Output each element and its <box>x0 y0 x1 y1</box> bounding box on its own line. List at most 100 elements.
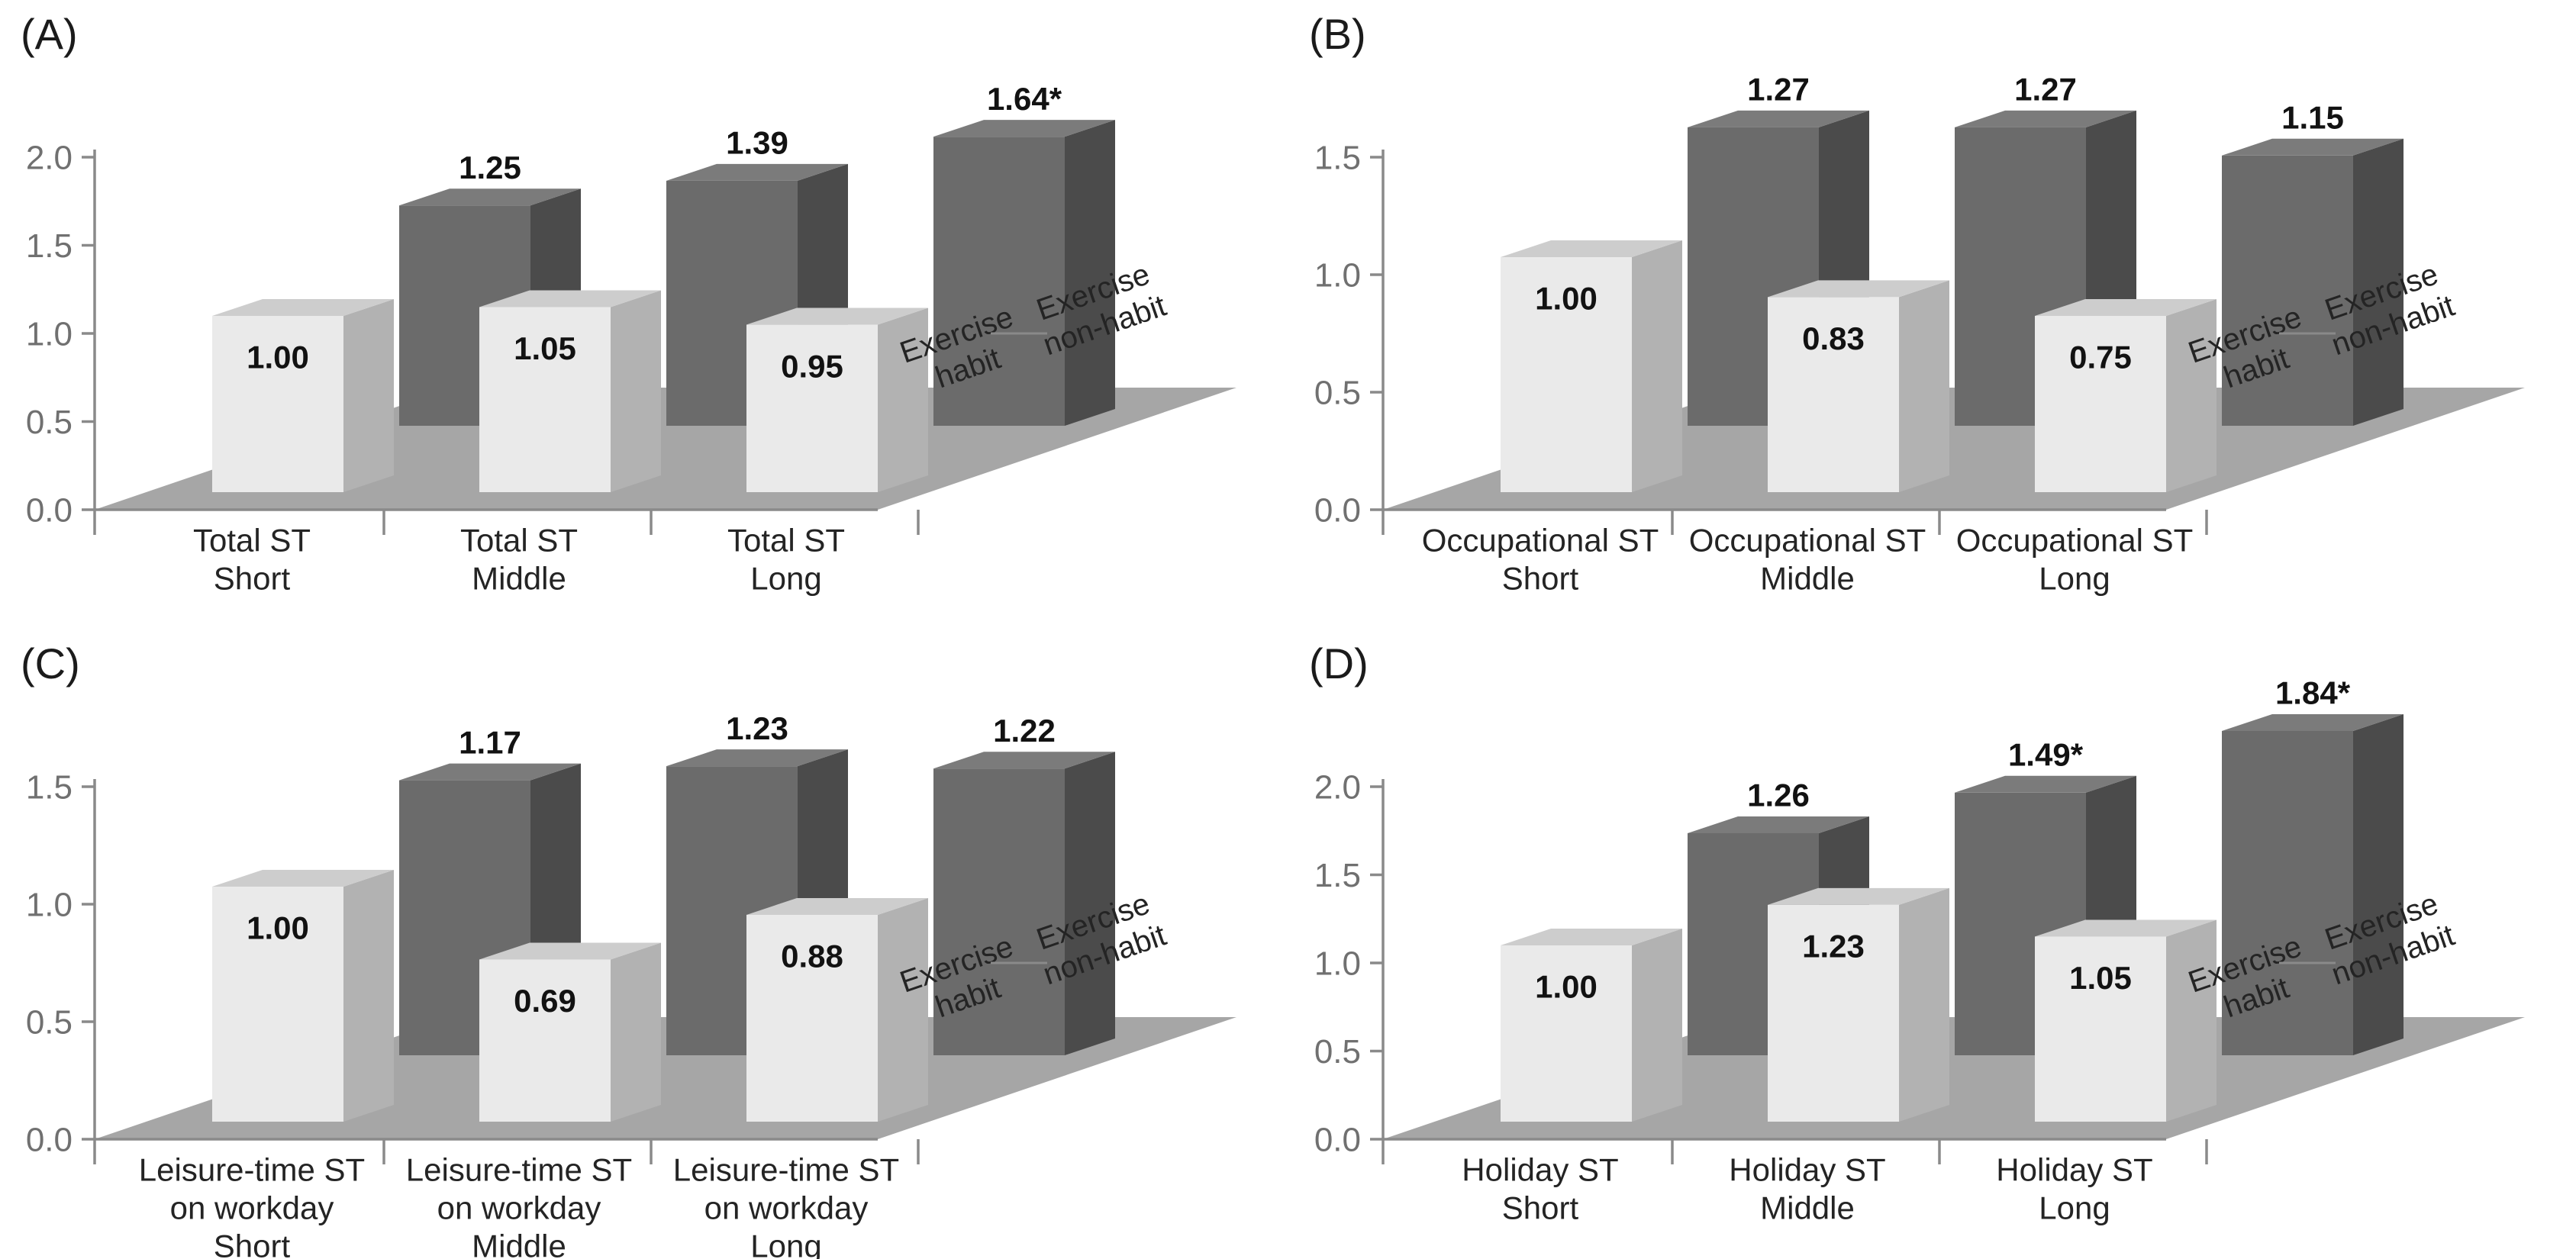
category-label: Leisure-time ST <box>673 1152 899 1188</box>
habit-bar-front-face <box>212 316 343 492</box>
y-tick-label: 1.5 <box>26 768 73 806</box>
y-tick-label: 1.0 <box>1314 256 1360 294</box>
y-tick-label: 0.5 <box>1314 1033 1360 1071</box>
category-label: Middle <box>472 1228 566 1259</box>
y-tick-label: 0.5 <box>26 404 73 441</box>
category-label: Short <box>1501 561 1578 597</box>
nonhabit-bar-top-face <box>933 752 1115 769</box>
panel-letter: (A) <box>21 10 78 58</box>
habit-bar-side-face <box>1631 929 1682 1122</box>
habit-bar-front-face <box>2034 316 2166 492</box>
habit-value-label: 0.75 <box>2069 340 2132 375</box>
nonhabit-value-label: 1.23 <box>726 710 788 746</box>
nonhabit-value-label: 1.27 <box>2014 72 2077 108</box>
nonhabit-bar-side-face <box>1065 752 1115 1055</box>
habit-bar-side-face <box>611 942 661 1122</box>
category-label: Total ST <box>460 523 578 559</box>
habit-bar-front-face <box>1500 945 1632 1122</box>
y-tick-label: 1.0 <box>1314 945 1360 982</box>
panel-c: 0.0 0.5 1.0 1.5 Leisure-time ST on workday Sho… <box>0 630 1288 1259</box>
y-tick-label: 0.5 <box>1314 374 1360 411</box>
nonhabit-bar-top-face <box>666 163 848 181</box>
nonhabit-bar-side-face <box>1065 120 1115 426</box>
habit-bar-side-face <box>2165 299 2217 492</box>
nonhabit-bar-top-face <box>2221 138 2404 156</box>
category-label: Holiday ST <box>1462 1152 1618 1188</box>
category-label: Total ST <box>727 523 845 559</box>
panel-d: 0.0 0.5 1.0 1.5 2.0 Holiday ST Short Holiday ST… <box>1288 630 2576 1259</box>
panel-letter: (D) <box>1309 639 1369 687</box>
habit-bar-front-face <box>1767 904 1899 1122</box>
category-label: on workday <box>170 1190 334 1226</box>
nonhabit-bar-top-face <box>666 749 848 767</box>
y-tick-label: 1.5 <box>1314 857 1360 894</box>
nonhabit-bar-top-face <box>2221 713 2404 731</box>
category-label: Long <box>750 561 821 597</box>
habit-value-label: 0.95 <box>781 348 843 384</box>
habit-bar-top-face <box>2034 919 2217 937</box>
y-tick-label: 0.0 <box>26 1121 73 1158</box>
y-tick-label: 1.5 <box>1314 139 1360 176</box>
category-label: on workday <box>437 1190 601 1226</box>
category-label: Short <box>214 1228 291 1259</box>
habit-bar-front-face <box>212 887 343 1122</box>
habit-value-label: 1.05 <box>514 330 576 366</box>
habit-bar-side-face <box>2165 919 2217 1122</box>
category-label: Long <box>2039 1190 2110 1226</box>
nonhabit-value-label: 1.27 <box>1747 72 1810 108</box>
y-tick-label: 0.0 <box>1314 1121 1360 1158</box>
category-label: on workday <box>704 1190 869 1226</box>
y-tick-label: 1.5 <box>26 227 73 265</box>
nonhabit-bar-top-face <box>399 763 581 781</box>
category-label: Leisure-time ST <box>406 1152 632 1188</box>
nonhabit-bar-front-face <box>2221 730 2353 1055</box>
nonhabit-bar-top-face <box>1954 110 2136 127</box>
habit-bar-top-face <box>1500 929 1682 945</box>
nonhabit-bar-top-face <box>933 120 1115 137</box>
habit-value-label: 1.00 <box>247 910 309 946</box>
habit-bar-front-face <box>1500 257 1632 492</box>
habit-bar-top-face <box>1767 887 1949 905</box>
category-label: Occupational ST <box>1688 523 1926 559</box>
nonhabit-bar-front-face <box>2221 155 2353 427</box>
habit-bar-side-face <box>1631 240 1682 492</box>
panel-letter: (C) <box>21 639 80 687</box>
category-label: Holiday ST <box>1996 1152 2152 1188</box>
habit-bar-top-face <box>746 897 928 915</box>
y-tick-label: 1.0 <box>26 886 73 923</box>
habit-bar-top-face <box>212 870 394 887</box>
habit-bar-side-face <box>1898 887 1949 1122</box>
habit-bar-side-face <box>878 897 928 1122</box>
habit-bar-top-face <box>479 290 661 308</box>
nonhabit-bar-side-face <box>2352 713 2404 1055</box>
habit-bar-top-face <box>2034 299 2217 316</box>
habit-value-label: 1.00 <box>247 340 309 375</box>
y-tick-label: 2.0 <box>1314 768 1360 806</box>
nonhabit-bar-top-face <box>399 188 581 206</box>
y-tick-label: 0.0 <box>1314 491 1360 529</box>
nonhabit-value-label: 1.26 <box>1747 778 1810 813</box>
nonhabit-bar-top-face <box>1687 816 1869 833</box>
category-label: Holiday ST <box>1729 1152 1885 1188</box>
nonhabit-value-label: 1.39 <box>726 125 788 161</box>
nonhabit-bar-front-face <box>933 137 1065 426</box>
habit-bar-side-face <box>878 308 928 492</box>
panel-letter: (B) <box>1309 10 1366 58</box>
habit-bar-side-face <box>611 290 661 492</box>
y-tick-label: 0.5 <box>26 1003 73 1041</box>
nonhabit-value-label: 1.49* <box>2007 737 2083 773</box>
habit-value-label: 0.88 <box>781 939 843 974</box>
habit-value-label: 1.00 <box>1535 281 1598 317</box>
nonhabit-bar-front-face <box>933 768 1065 1055</box>
category-label: Short <box>214 561 291 597</box>
habit-bar-front-face <box>746 914 878 1122</box>
category-label: Middle <box>1760 1190 1855 1226</box>
habit-bar-front-face <box>746 324 878 492</box>
habit-value-label: 0.69 <box>514 983 576 1019</box>
habit-value-label: 0.83 <box>1802 320 1865 356</box>
